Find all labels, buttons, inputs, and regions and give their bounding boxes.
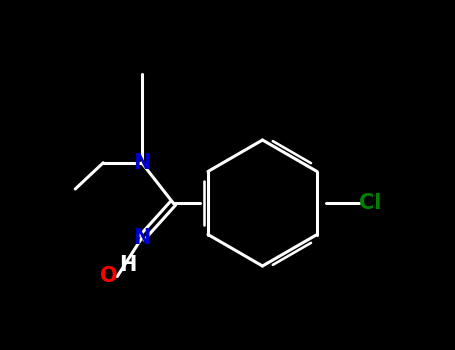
Text: N: N (133, 153, 151, 173)
Text: N: N (133, 228, 151, 248)
Text: H: H (119, 255, 136, 275)
Text: O: O (100, 266, 117, 287)
Text: Cl: Cl (359, 193, 381, 213)
